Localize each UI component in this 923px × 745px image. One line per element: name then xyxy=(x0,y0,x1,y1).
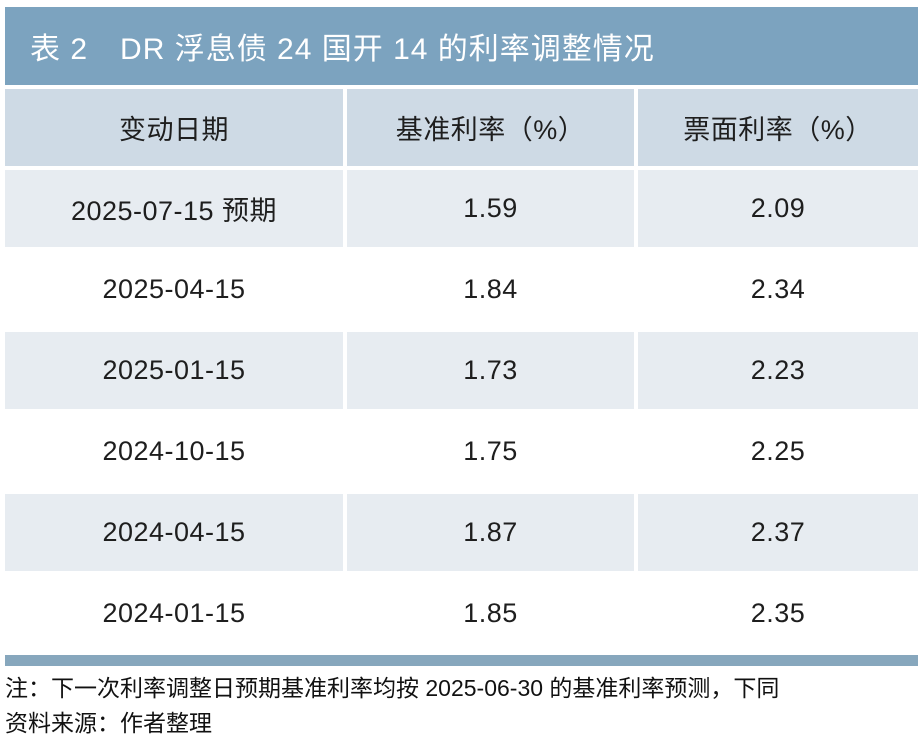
table-title-text: DR 浮息债 24 国开 14 的利率调整情况 xyxy=(120,33,655,66)
rate-adjustment-table: 变动日期 基准利率（%） 票面利率（%） 2025-07-15 预期 1.59 … xyxy=(5,89,918,652)
cell-coupon: 2.37 xyxy=(638,494,918,571)
cell-benchmark: 1.84 xyxy=(347,251,634,328)
cell-benchmark: 1.87 xyxy=(347,494,634,571)
cell-coupon: 2.35 xyxy=(638,575,918,652)
bottom-rule xyxy=(5,655,918,666)
cell-coupon: 2.23 xyxy=(638,332,918,409)
cell-coupon: 2.25 xyxy=(638,413,918,490)
header-change-date: 变动日期 xyxy=(5,89,343,166)
cell-benchmark: 1.85 xyxy=(347,575,634,652)
table-source-line: 资料来源：作者整理 xyxy=(5,710,212,736)
cell-date: 2025-01-15 xyxy=(5,332,343,409)
table-number-label: 表 2 xyxy=(30,33,89,66)
cell-date: 2025-07-15 预期 xyxy=(5,170,343,247)
cell-benchmark: 1.73 xyxy=(347,332,634,409)
cell-benchmark: 1.75 xyxy=(347,413,634,490)
cell-date: 2024-04-15 xyxy=(5,494,343,571)
header-benchmark-rate: 基准利率（%） xyxy=(347,89,634,166)
cell-date: 2025-04-15 xyxy=(5,251,343,328)
table-title-bar: 表 2 DR 浮息债 24 国开 14 的利率调整情况 xyxy=(5,7,918,85)
header-coupon-rate: 票面利率（%） xyxy=(638,89,918,166)
cell-coupon: 2.34 xyxy=(638,251,918,328)
cell-benchmark: 1.59 xyxy=(347,170,634,247)
cell-coupon: 2.09 xyxy=(638,170,918,247)
cell-date: 2024-10-15 xyxy=(5,413,343,490)
cell-date: 2024-01-15 xyxy=(5,575,343,652)
table-notes: 注：下一次利率调整日预期基准利率均按 2025-06-30 的基准利率预测，下同… xyxy=(5,671,918,741)
table-note-line: 注：下一次利率调整日预期基准利率均按 2025-06-30 的基准利率预测，下同 xyxy=(5,675,780,701)
